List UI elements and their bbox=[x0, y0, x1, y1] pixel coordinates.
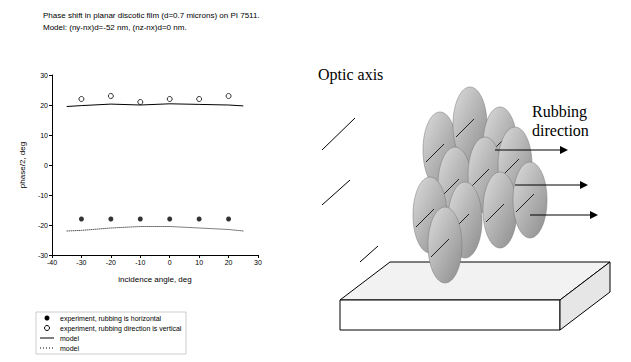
svg-text:experiment, rubbing is horizon: experiment, rubbing is horizontal bbox=[60, 315, 162, 323]
svg-text:-10: -10 bbox=[135, 259, 145, 266]
svg-text:10: 10 bbox=[40, 132, 48, 139]
svg-text:-10: -10 bbox=[38, 192, 48, 199]
svg-text:Optic axis: Optic axis bbox=[318, 66, 383, 84]
svg-text:30: 30 bbox=[254, 259, 262, 266]
svg-text:-30: -30 bbox=[38, 252, 48, 259]
svg-text:-20: -20 bbox=[106, 259, 116, 266]
svg-text:incidence angle, deg: incidence angle, deg bbox=[118, 275, 191, 284]
svg-text:phase/2, deg: phase/2, deg bbox=[18, 142, 27, 188]
svg-text:20: 20 bbox=[40, 102, 48, 109]
svg-text:Model: (ny-nx)d=-52 nm, (nz-nx: Model: (ny-nx)d=-52 nm, (nz-nx)d=0 nm. bbox=[43, 23, 187, 32]
svg-text:30: 30 bbox=[40, 72, 48, 79]
svg-text:0: 0 bbox=[44, 162, 48, 169]
svg-text:10: 10 bbox=[195, 259, 203, 266]
svg-text:-30: -30 bbox=[76, 259, 86, 266]
svg-text:Phase shift in planar discotic: Phase shift in planar discotic film (d=0… bbox=[43, 11, 260, 20]
svg-text:model: model bbox=[60, 345, 80, 352]
svg-text:0: 0 bbox=[168, 259, 172, 266]
svg-text:-20: -20 bbox=[38, 222, 48, 229]
svg-text:20: 20 bbox=[225, 259, 233, 266]
svg-text:Rubbing: Rubbing bbox=[532, 103, 587, 121]
svg-text:model: model bbox=[60, 335, 80, 342]
svg-text:-40: -40 bbox=[47, 259, 57, 266]
svg-text:experiment, rubbing direction: experiment, rubbing direction is vertica… bbox=[60, 325, 182, 333]
svg-text:direction: direction bbox=[532, 122, 589, 139]
